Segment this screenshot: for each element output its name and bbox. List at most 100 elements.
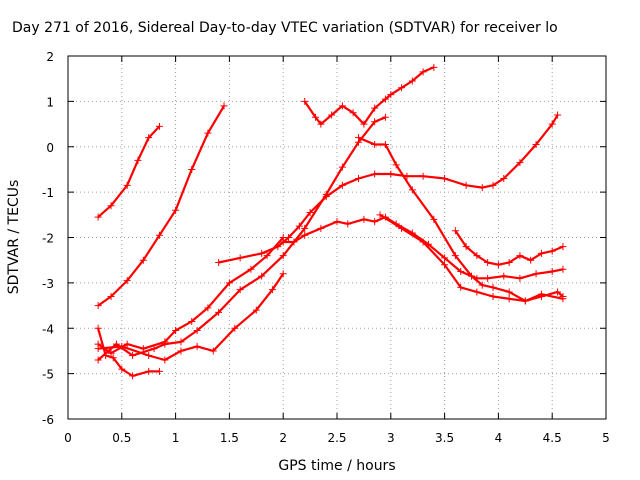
data-point — [371, 170, 379, 178]
data-point — [285, 234, 293, 241]
data-point — [419, 238, 427, 246]
data-point — [301, 231, 309, 239]
series-track-b — [94, 102, 228, 310]
data-point — [381, 95, 389, 103]
data-point — [371, 118, 379, 126]
data-point — [317, 120, 325, 128]
y-tick-label: -6 — [42, 413, 54, 427]
data-point — [236, 286, 244, 294]
data-point — [371, 104, 379, 112]
data-point — [94, 213, 102, 221]
data-point — [516, 274, 524, 282]
data-point — [473, 288, 481, 296]
data-point — [338, 163, 346, 171]
data-point — [548, 247, 556, 255]
series-track-d — [94, 234, 287, 357]
data-point — [258, 249, 266, 257]
data-point — [451, 252, 459, 260]
data-point — [516, 252, 524, 260]
data-point — [505, 288, 513, 296]
data-point — [188, 165, 196, 173]
series-line — [97, 125, 161, 218]
data-point — [107, 349, 115, 357]
data-point — [494, 261, 502, 269]
data-point — [231, 324, 239, 332]
data-point — [430, 63, 438, 71]
data-point — [473, 252, 481, 260]
data-point — [215, 258, 223, 266]
data-point — [489, 292, 497, 300]
grid — [68, 56, 606, 419]
data-point — [532, 270, 540, 278]
data-point — [247, 265, 255, 273]
y-tick-labels: -6 -5 -4 -3 -2 -1 0 1 2 — [42, 50, 54, 427]
series-line — [303, 66, 435, 126]
series-track-k — [376, 211, 567, 305]
data-point — [559, 265, 567, 273]
data-point — [123, 277, 131, 285]
x-tick-label: 1.5 — [220, 431, 239, 445]
data-point — [381, 140, 389, 148]
data-point — [215, 308, 223, 316]
series-track-l — [451, 227, 567, 269]
x-tick-label: 2 — [279, 431, 287, 445]
data-point — [419, 68, 427, 76]
x-tick-label: 3.5 — [435, 431, 454, 445]
data-point — [484, 258, 492, 266]
y-tick-label: 0 — [46, 141, 54, 155]
data-point — [161, 356, 169, 364]
data-point — [387, 91, 395, 99]
data-point — [387, 170, 395, 178]
data-point — [505, 295, 513, 303]
data-point — [252, 306, 260, 314]
data-point — [236, 254, 244, 262]
x-tick-label: 2.5 — [327, 431, 346, 445]
data-point — [441, 254, 449, 262]
data-point — [419, 172, 427, 180]
data-point — [177, 347, 185, 355]
data-point — [322, 193, 330, 201]
data-point — [338, 102, 346, 110]
data-point — [109, 354, 117, 362]
data-point — [381, 113, 389, 121]
data-point — [559, 243, 567, 251]
data-point — [548, 120, 556, 128]
series-line — [97, 236, 285, 355]
data-point — [129, 351, 137, 359]
data-point — [161, 340, 169, 348]
series-track-g — [301, 63, 438, 128]
data-point — [451, 227, 459, 235]
data-point — [532, 140, 540, 148]
data-point — [489, 283, 497, 291]
x-tick-labels: 0 0.5 1 1.5 2 2.5 3 3.5 4 4.5 5 — [64, 431, 610, 445]
series-track-j — [355, 134, 567, 305]
series-track-a — [94, 122, 163, 221]
x-tick-label: 0 — [64, 431, 72, 445]
data-point — [290, 238, 298, 246]
data-point — [258, 272, 266, 280]
series-line — [97, 105, 225, 307]
data-point — [145, 134, 153, 142]
data-point — [301, 224, 309, 232]
data-point — [263, 252, 271, 260]
data-point — [129, 372, 137, 380]
series-line — [283, 216, 564, 280]
data-point — [220, 102, 228, 110]
y-tick-label: -3 — [42, 277, 54, 291]
data-point — [360, 120, 368, 128]
data-point — [430, 215, 438, 223]
data-point — [155, 367, 163, 375]
data-point — [155, 122, 163, 130]
data-point — [118, 342, 126, 350]
data-point — [279, 252, 287, 260]
series-line — [218, 114, 559, 264]
data-point — [193, 342, 201, 350]
data-point — [333, 218, 341, 226]
data-point — [478, 281, 486, 289]
data-point — [398, 224, 406, 232]
data-point — [338, 181, 346, 189]
series-track-e — [94, 113, 389, 364]
data-point — [408, 77, 416, 85]
data-point — [274, 243, 282, 251]
